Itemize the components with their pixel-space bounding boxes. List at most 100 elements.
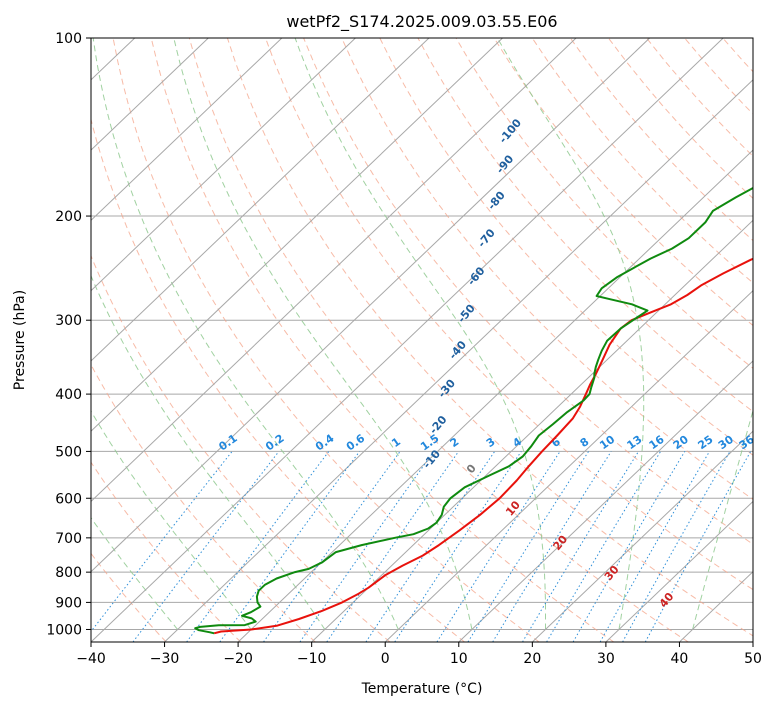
mixing-ratio-label: 30 <box>716 433 736 453</box>
x-tick-label: 20 <box>523 651 541 667</box>
isotherm <box>91 38 650 573</box>
mixing-ratio-line <box>467 451 590 642</box>
dry-adiabat <box>150 38 614 642</box>
moist-adiabat <box>496 38 645 630</box>
x-tick-label: 50 <box>744 651 762 667</box>
y-tick-label: 400 <box>55 387 82 403</box>
chart-title: wetPf2_S174.2025.009.03.55.E06 <box>286 12 557 32</box>
dry-adiabat <box>684 38 753 115</box>
isotherm <box>91 38 430 362</box>
mixing-ratio-line <box>522 451 639 642</box>
moist-adiabat-label: -40 <box>446 338 469 362</box>
mixing-ratio-label: 0.4 <box>313 431 337 453</box>
dry-adiabat-label: 30 <box>602 563 622 583</box>
dry-adiabat-label: 20 <box>550 533 570 553</box>
mixing-ratio-line <box>299 451 435 642</box>
dry-adiabat <box>91 363 316 642</box>
x-tick-label: 40 <box>671 651 689 667</box>
y-tick-label: 700 <box>55 531 82 547</box>
mixing-ratio-line <box>622 451 731 642</box>
moist-adiabat-label: -60 <box>465 264 488 288</box>
mixing-ratio-label: 25 <box>695 433 715 452</box>
moist-adiabat <box>173 38 473 630</box>
mixing-ratio-line <box>263 451 401 642</box>
dry-adiabat <box>303 38 753 545</box>
dry-adiabat <box>608 38 753 200</box>
dry-adiabat <box>265 38 753 591</box>
dry-adiabat <box>112 38 540 642</box>
dry-adiabat <box>188 38 689 642</box>
x-tick-label: 10 <box>450 651 468 667</box>
moist-adiabat <box>294 38 546 630</box>
x-tick-label: −40 <box>76 651 106 667</box>
mixing-ratio-label: 1 <box>389 435 403 450</box>
isotherm <box>752 641 753 642</box>
dry-adiabat <box>569 38 753 242</box>
x-tick-label: 30 <box>597 651 615 667</box>
y-tick-label: 200 <box>55 209 82 225</box>
y-tick-label: 800 <box>55 565 82 581</box>
isotherm <box>605 500 753 642</box>
mixing-ratio-label: 10 <box>597 433 617 453</box>
mixing-ratio-label: 36 <box>737 433 757 453</box>
dry-adiabat <box>722 38 753 73</box>
isotherm <box>384 289 753 642</box>
mixing-ratio-line <box>492 451 612 642</box>
isotherm <box>91 38 503 432</box>
background-lines <box>91 38 753 642</box>
dry-adiabat-label: 0 <box>464 462 479 476</box>
line-labels: 0.1 0.2 0.4 0.6 1 1.5 2 3 4 6 8 10 13 16 20 25 30 36-100-… <box>216 116 757 610</box>
dry-adiabat <box>91 117 465 642</box>
dry-adiabat <box>646 38 753 157</box>
mixing-ratio-label: 0.2 <box>263 432 286 454</box>
moist-adiabat <box>91 516 179 630</box>
x-tick-label: 0 <box>381 651 390 667</box>
mixing-ratio-label: 0.1 <box>216 432 239 454</box>
isotherm <box>679 571 753 642</box>
mixing-ratio-label: 16 <box>647 433 667 453</box>
isotherm <box>531 430 753 642</box>
isotherm <box>91 38 356 292</box>
y-tick-label: 900 <box>55 595 82 611</box>
dry-adiabat-label: 40 <box>657 590 677 610</box>
dry-adiabat <box>226 38 753 637</box>
dry-adiabat <box>493 38 753 327</box>
mixing-ratio-label: 0.6 <box>344 431 368 453</box>
mixing-ratio-label: 20 <box>671 433 691 453</box>
moist-adiabat-label: -90 <box>494 152 517 176</box>
x-axis-label: Temperature (°C) <box>361 681 483 697</box>
temperature-line <box>213 257 753 635</box>
moist-adiabat <box>92 38 399 630</box>
moist-adiabat-label: -100 <box>496 116 524 146</box>
moist-adiabat <box>91 410 252 630</box>
y-tick-label: 500 <box>55 444 82 460</box>
mixing-ratio-line <box>394 451 522 642</box>
mixing-ratio-label: 13 <box>625 433 645 452</box>
mixing-ratio-line <box>91 451 233 633</box>
dry-adiabat <box>417 38 753 413</box>
mixing-ratio-label: 8 <box>578 435 592 450</box>
mixing-ratio-line <box>326 451 460 642</box>
dry-adiabat <box>379 38 753 456</box>
mixing-ratio-line <box>436 451 561 642</box>
x-tick-label: −20 <box>223 651 253 667</box>
y-axis-label: Pressure (hPa) <box>12 290 28 390</box>
y-tick-label: 600 <box>55 491 82 507</box>
mixing-ratio-line <box>186 451 330 642</box>
mixing-ratio-line <box>644 451 752 642</box>
moist-adiabat-label: -50 <box>455 302 478 326</box>
y-tick-label: 1000 <box>46 622 82 638</box>
dry-adiabat <box>91 254 391 642</box>
mixing-ratio-label: 2 <box>448 435 462 450</box>
mixing-ratio-line <box>219 451 361 642</box>
x-tick-label: −10 <box>297 651 327 667</box>
dry-adiabat <box>341 38 753 501</box>
isotherm <box>91 38 283 222</box>
dry-adiabat-label: 10 <box>503 498 523 518</box>
isotherm <box>237 149 753 642</box>
dewpoint-line <box>194 186 753 635</box>
isotherm <box>311 219 753 642</box>
isotherm <box>91 38 724 642</box>
mixing-ratio-line <box>365 451 496 642</box>
